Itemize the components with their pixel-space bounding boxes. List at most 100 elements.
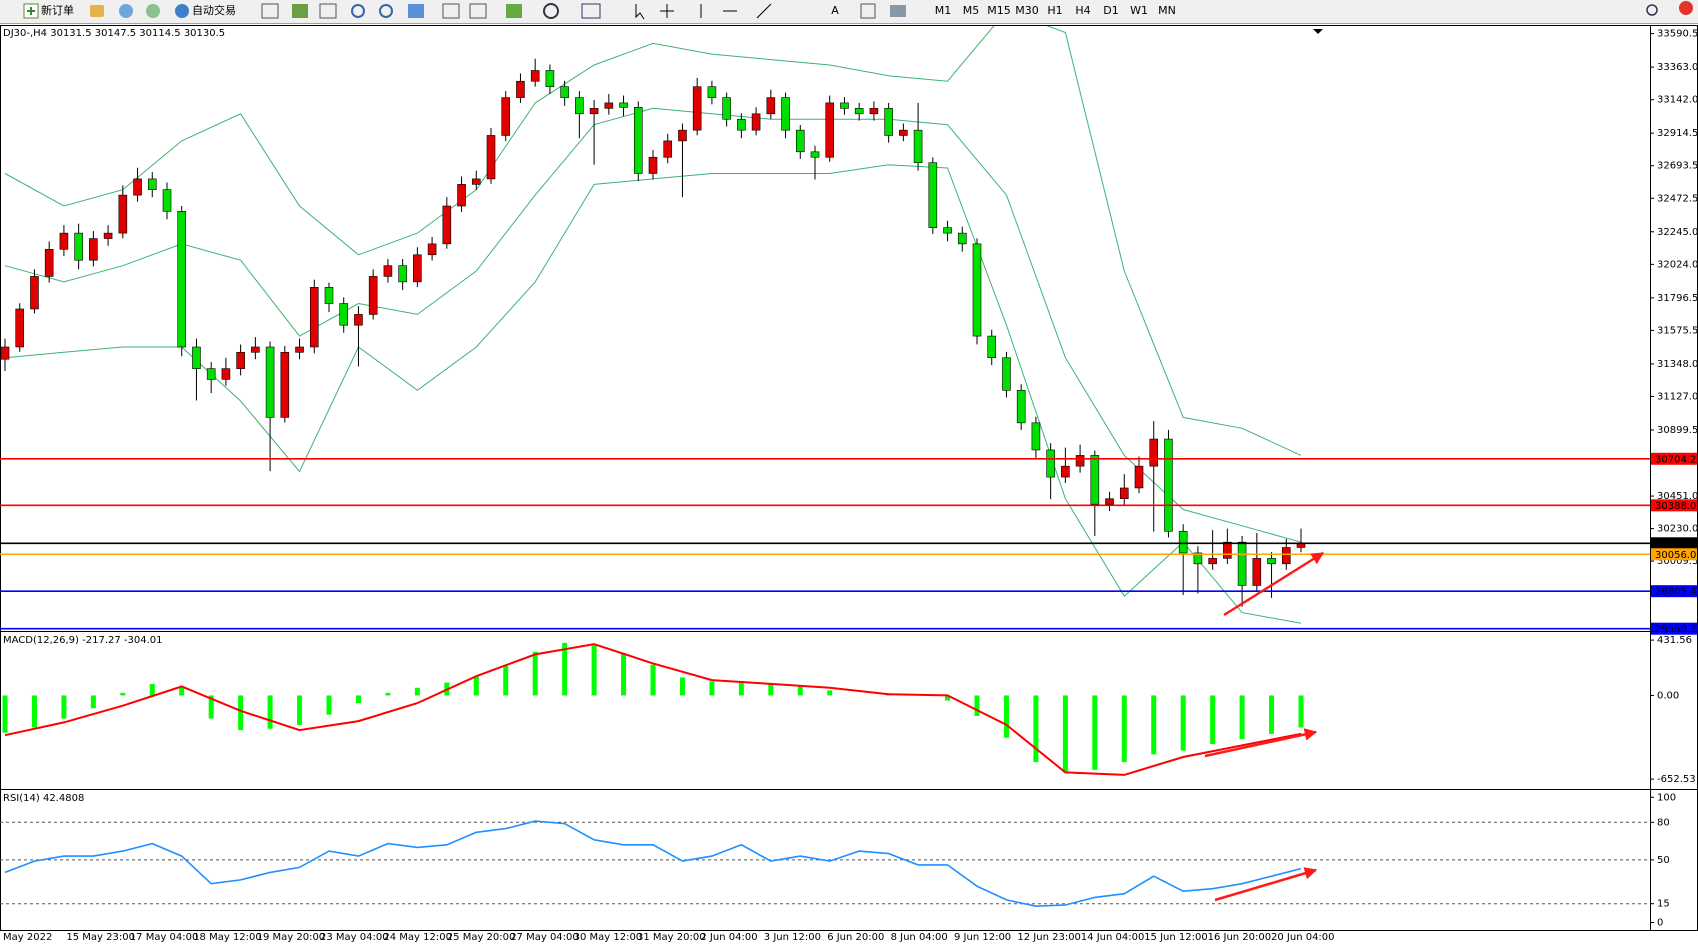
bollinger-band	[4, 26, 1302, 456]
candle-body	[1223, 541, 1232, 559]
icon[interactable]	[700, 3, 772, 19]
macd-bar	[827, 690, 833, 696]
candle-body	[15, 308, 25, 348]
auto-trading-button[interactable]: 自动交易	[175, 3, 236, 18]
candle-body	[413, 254, 422, 283]
new-order-button[interactable]: 新订单	[23, 3, 74, 19]
timeframe-button[interactable]: M5	[963, 4, 980, 17]
icon[interactable]	[90, 5, 104, 17]
candle-body	[1208, 558, 1217, 565]
candle-body	[678, 129, 687, 142]
icon[interactable]	[442, 3, 460, 19]
timeframe-button[interactable]: MN	[1158, 4, 1176, 17]
y-tick-label: 0	[1657, 917, 1663, 928]
candle-body	[1267, 558, 1276, 565]
y-tick-label: -652.53	[1657, 774, 1696, 785]
candle-body	[280, 351, 290, 418]
icon[interactable]	[890, 5, 906, 17]
candle-body	[309, 287, 319, 348]
macd-bar	[1269, 695, 1275, 734]
icon[interactable]	[660, 4, 674, 18]
icon[interactable]	[379, 4, 393, 18]
price-level-label: 29805.4	[1655, 587, 1696, 598]
macd-bar	[1092, 695, 1098, 770]
candle-body	[1252, 558, 1262, 586]
timeframe-button[interactable]: H1	[1047, 4, 1062, 17]
candle-body	[354, 314, 363, 326]
macd-bar	[2, 695, 8, 733]
candle-body	[869, 108, 879, 115]
price-level-label: 30704.2	[1655, 454, 1696, 465]
macd-bar	[179, 687, 185, 696]
annotations	[1204, 551, 1325, 902]
icon[interactable]	[261, 3, 279, 19]
macd-bar	[503, 665, 509, 696]
candle-body	[516, 80, 525, 98]
notification-badge[interactable]	[1679, 1, 1693, 15]
macd-bar	[31, 695, 37, 728]
macd-bar	[1180, 695, 1186, 751]
y-tick-label: 32245.0	[1657, 227, 1698, 238]
price-level-label: 29550.7	[1655, 624, 1696, 635]
icon[interactable]	[351, 4, 365, 18]
price-level-label: 30056.0	[1655, 550, 1696, 561]
timeframe-button[interactable]: M30	[1015, 4, 1039, 17]
y-tick-label: 31348.0	[1657, 359, 1698, 370]
toolbar: 新订单 自动交易 A M1 M5 M15 M30 H1 H4	[0, 0, 1698, 24]
x-tick-label: 15 Jun 12:00	[1144, 932, 1208, 943]
y-tick-label: 33142.0	[1657, 95, 1698, 106]
candle-body	[501, 97, 511, 136]
macd-bar	[61, 695, 67, 719]
x-tick-label: May 2022	[3, 932, 52, 943]
candle-body	[1105, 498, 1114, 505]
timeframe-button[interactable]: M15	[987, 4, 1011, 17]
candle-body	[1134, 465, 1144, 489]
candle-body	[74, 232, 83, 261]
icon[interactable]	[635, 4, 645, 20]
x-tick-label: 17 May 04:00	[130, 932, 199, 943]
candle-body	[162, 189, 172, 212]
timeframe-button[interactable]: H4	[1075, 4, 1090, 17]
icon[interactable]	[543, 3, 559, 19]
candle-body	[118, 194, 128, 234]
macd-bar	[1298, 695, 1304, 728]
candle-body	[339, 303, 349, 326]
icon[interactable]	[319, 3, 337, 19]
candle-body	[810, 151, 820, 158]
icon[interactable]	[119, 4, 133, 18]
icon[interactable]	[506, 4, 522, 18]
macd-bar	[238, 695, 244, 731]
candle-body	[324, 287, 334, 304]
candle-body	[471, 178, 481, 185]
x-tick-label: 30 May 12:00	[574, 932, 643, 943]
macd-bar	[768, 683, 774, 696]
panel-line: 100 80 50 15 0 RSI(14) 42.4808 May 2022 15 May …	[0, 789, 1698, 943]
timeframe-button[interactable]: D1	[1103, 4, 1118, 17]
icon[interactable]	[581, 3, 601, 19]
icon[interactable]	[408, 4, 424, 18]
icon[interactable]	[469, 3, 487, 19]
price-level-label-bg	[1651, 452, 1697, 465]
y-tick-label: 33363.0	[1657, 62, 1698, 73]
search-icon[interactable]	[1646, 4, 1658, 16]
arrow	[1223, 551, 1325, 617]
candle-body	[221, 368, 231, 380]
icon[interactable]	[292, 4, 308, 18]
x-tick-label: 8 Jun 04:00	[891, 932, 948, 943]
icon[interactable]	[860, 3, 876, 19]
icon[interactable]	[146, 4, 160, 18]
timeframe-button[interactable]: W1	[1130, 4, 1148, 17]
candle-body	[707, 86, 717, 98]
icon[interactable]: A	[831, 4, 839, 17]
x-tick-label: 3 Jun 12:00	[764, 932, 821, 943]
candle-body	[1031, 422, 1041, 451]
x-tick-label: 24 May 12:00	[383, 932, 452, 943]
candle-body	[457, 184, 466, 207]
button-label: 自动交易	[192, 3, 236, 17]
y-tick-label: 30009.5	[1657, 556, 1698, 567]
x-tick-label: 14 Jun 04:00	[1081, 932, 1145, 943]
x-tick-label: 16 Jun 20:00	[1208, 932, 1272, 943]
signal-line	[4, 643, 1302, 776]
timeframe-button[interactable]: M1	[935, 4, 952, 17]
